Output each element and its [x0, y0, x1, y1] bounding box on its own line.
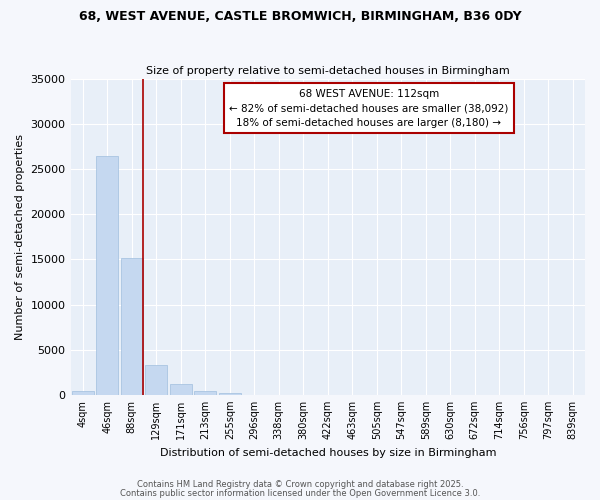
Bar — [219, 393, 241, 395]
Bar — [170, 384, 192, 395]
Bar — [121, 258, 143, 395]
Y-axis label: Number of semi-detached properties: Number of semi-detached properties — [15, 134, 25, 340]
Text: 68, WEST AVENUE, CASTLE BROMWICH, BIRMINGHAM, B36 0DY: 68, WEST AVENUE, CASTLE BROMWICH, BIRMIN… — [79, 10, 521, 23]
Bar — [96, 156, 118, 395]
Title: Size of property relative to semi-detached houses in Birmingham: Size of property relative to semi-detach… — [146, 66, 509, 76]
Bar — [72, 391, 94, 395]
X-axis label: Distribution of semi-detached houses by size in Birmingham: Distribution of semi-detached houses by … — [160, 448, 496, 458]
Text: 68 WEST AVENUE: 112sqm
← 82% of semi-detached houses are smaller (38,092)
18% of: 68 WEST AVENUE: 112sqm ← 82% of semi-det… — [229, 88, 509, 128]
Text: Contains HM Land Registry data © Crown copyright and database right 2025.: Contains HM Land Registry data © Crown c… — [137, 480, 463, 489]
Bar — [194, 390, 217, 395]
Text: Contains public sector information licensed under the Open Government Licence 3.: Contains public sector information licen… — [120, 488, 480, 498]
Bar — [145, 365, 167, 395]
